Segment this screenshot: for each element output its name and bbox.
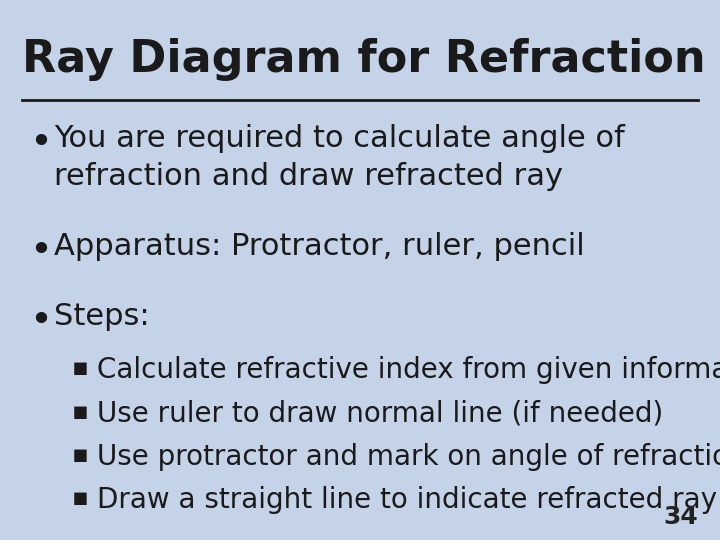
Text: Draw a straight line to indicate refracted ray: Draw a straight line to indicate refract…	[97, 486, 717, 514]
Text: Calculate refractive index from given information: Calculate refractive index from given in…	[97, 356, 720, 384]
Text: ▪: ▪	[72, 400, 89, 423]
Text: Use ruler to draw normal line (if needed): Use ruler to draw normal line (if needed…	[97, 400, 663, 428]
Text: Use protractor and mark on angle of refraction: Use protractor and mark on angle of refr…	[97, 443, 720, 471]
Text: Steps:: Steps:	[54, 302, 150, 332]
Text: ▪: ▪	[72, 356, 89, 380]
Text: •: •	[29, 124, 52, 162]
Text: •: •	[29, 232, 52, 270]
Text: You are required to calculate angle of
refraction and draw refracted ray: You are required to calculate angle of r…	[54, 124, 625, 191]
Text: 34: 34	[664, 505, 698, 529]
Text: Ray Diagram for Refraction: Ray Diagram for Refraction	[22, 38, 705, 81]
Text: Apparatus: Protractor, ruler, pencil: Apparatus: Protractor, ruler, pencil	[54, 232, 585, 261]
Text: ▪: ▪	[72, 486, 89, 510]
Text: ▪: ▪	[72, 443, 89, 467]
Text: •: •	[29, 302, 52, 340]
